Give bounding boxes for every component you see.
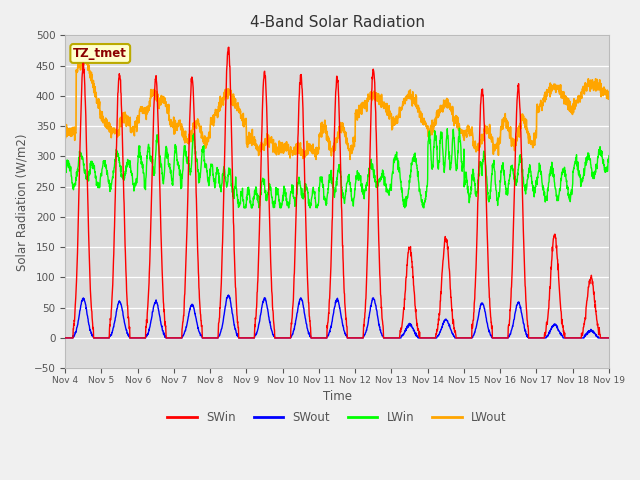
LWin [365, 171, 372, 177]
SWin [213, 335, 221, 341]
SWin [495, 335, 503, 341]
LWin [495, 190, 503, 196]
LWin [605, 153, 613, 158]
LWout [353, 117, 361, 122]
SWout [572, 335, 580, 341]
SWin [365, 205, 372, 211]
LWout [213, 111, 221, 117]
SWin [353, 335, 361, 341]
Line: SWout: SWout [65, 295, 609, 338]
LWout [365, 96, 372, 102]
SWout [213, 335, 221, 341]
SWin [225, 44, 232, 50]
LWin [353, 175, 361, 181]
Y-axis label: Solar Radiation (W/m2): Solar Radiation (W/m2) [15, 133, 28, 271]
LWin [61, 172, 69, 178]
SWin [557, 308, 565, 314]
LWout [79, 54, 87, 60]
Legend: SWin, SWout, LWin, LWout: SWin, SWout, LWin, LWout [163, 407, 511, 429]
SWin [605, 335, 613, 341]
SWout [557, 331, 565, 336]
Title: 4-Band Solar Radiation: 4-Band Solar Radiation [250, 15, 424, 30]
SWout [365, 315, 372, 321]
Line: SWin: SWin [65, 47, 609, 338]
SWout [495, 335, 503, 341]
LWin [573, 152, 580, 157]
LWin [456, 125, 463, 131]
LWout [495, 139, 503, 145]
SWout [605, 335, 613, 341]
Line: LWout: LWout [65, 57, 609, 159]
LWin [213, 168, 221, 174]
SWout [353, 335, 361, 341]
LWout [573, 100, 580, 106]
LWout [557, 95, 565, 101]
SWout [225, 292, 232, 298]
LWin [240, 205, 248, 211]
LWout [605, 95, 613, 101]
Text: TZ_tmet: TZ_tmet [74, 47, 127, 60]
LWout [312, 156, 320, 162]
LWout [61, 127, 69, 133]
SWin [61, 335, 69, 341]
SWin [572, 335, 580, 341]
SWout [61, 335, 69, 341]
Line: LWin: LWin [65, 128, 609, 208]
X-axis label: Time: Time [323, 390, 351, 403]
LWin [557, 176, 565, 181]
